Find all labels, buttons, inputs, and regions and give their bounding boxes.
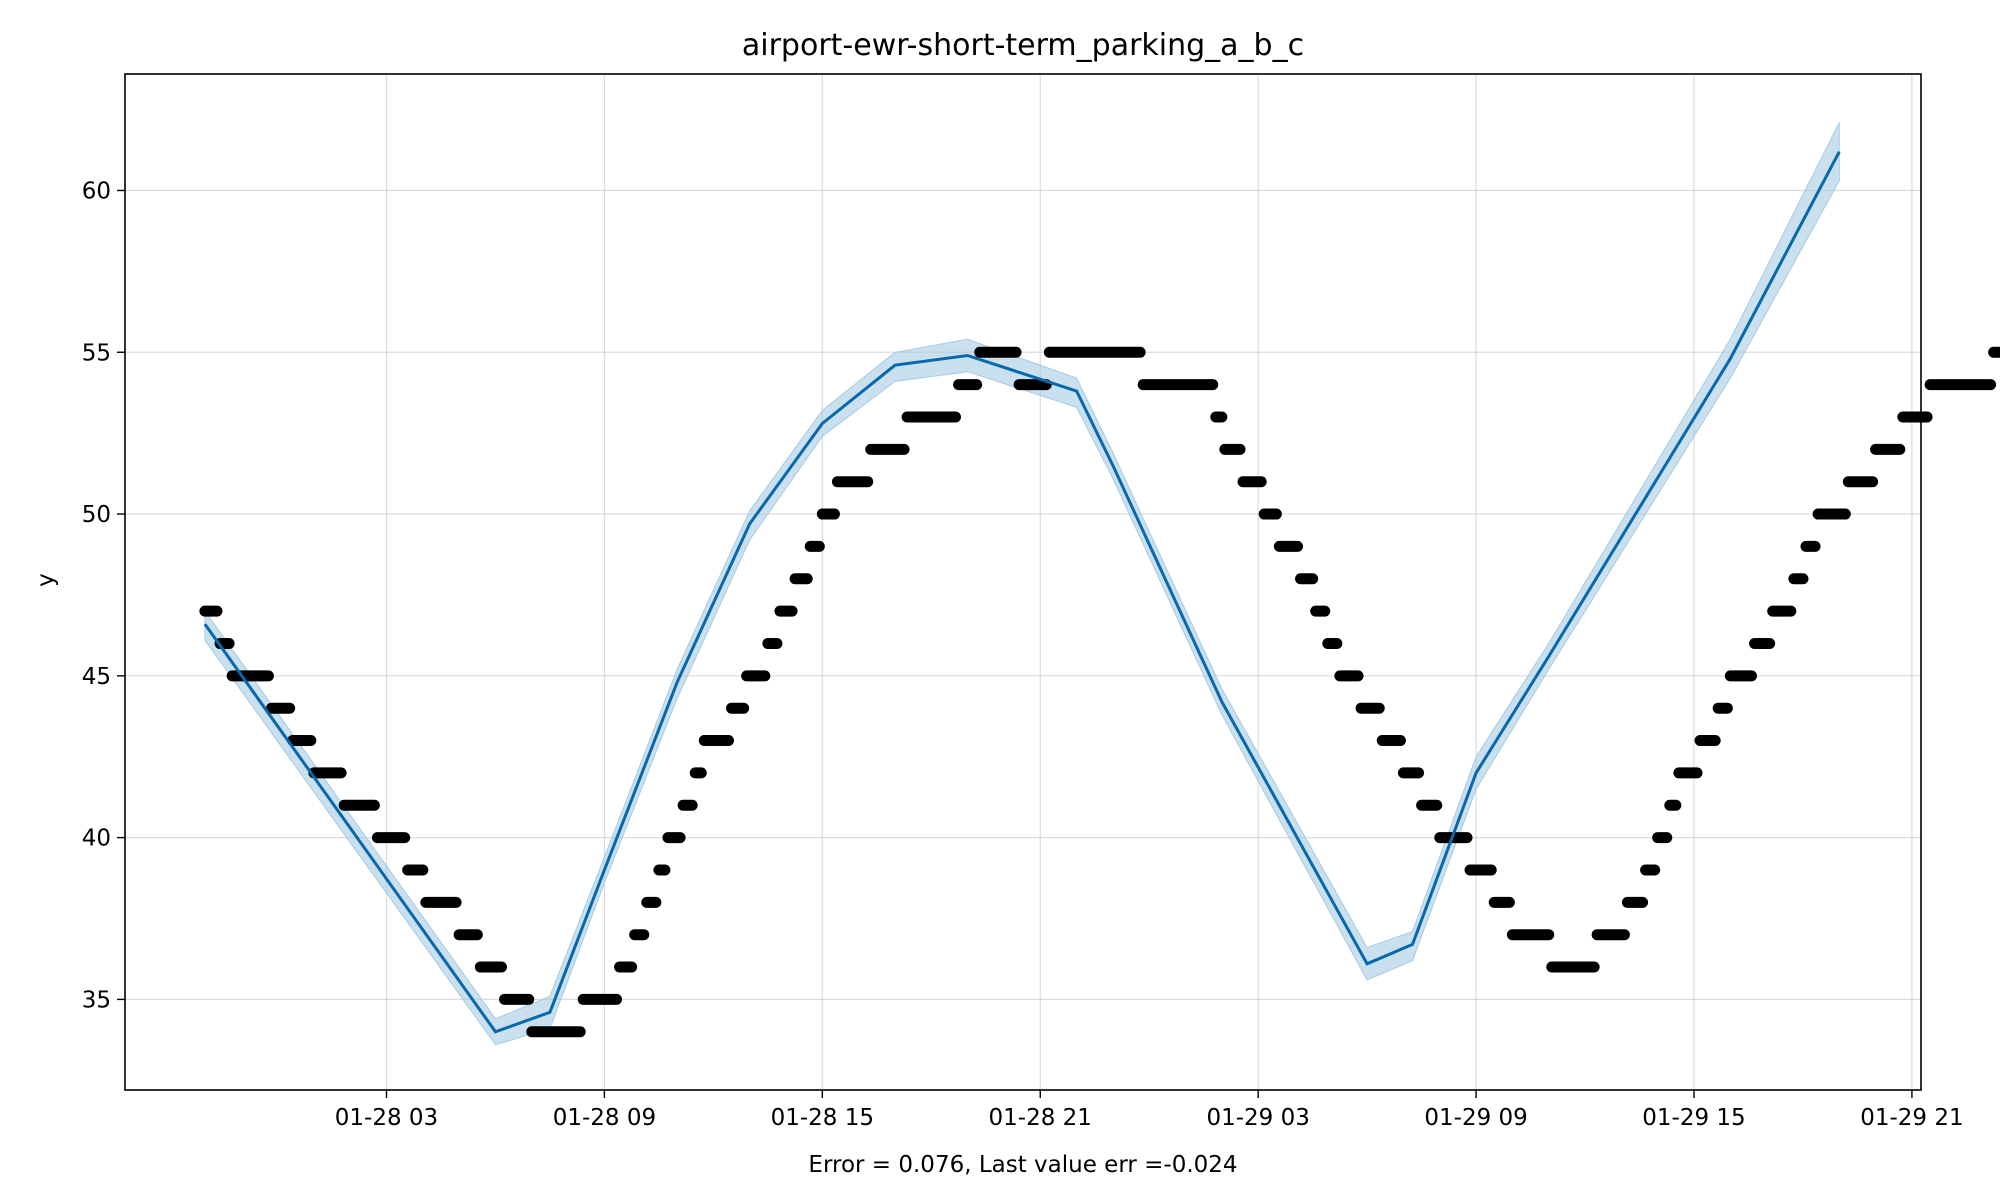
y-axis-label: y bbox=[33, 573, 59, 587]
x-tick-label: 01-28 21 bbox=[989, 1105, 1092, 1131]
x-tick-label: 01-29 15 bbox=[1642, 1105, 1745, 1131]
x-axis-label: Error = 0.076, Last value err =-0.024 bbox=[808, 1152, 1237, 1178]
y-tick-label: 50 bbox=[82, 502, 111, 528]
x-tick-label: 01-28 09 bbox=[553, 1105, 656, 1131]
y-tick-label: 60 bbox=[82, 178, 111, 204]
x-tick-label: 01-29 03 bbox=[1206, 1105, 1309, 1131]
confidence-band bbox=[204, 122, 1840, 1046]
plot-frame bbox=[124, 73, 1922, 1091]
y-axis-ticks: 35 40 45 50 55 60 bbox=[82, 178, 125, 1013]
grid-lines bbox=[125, 74, 1921, 1090]
y-tick-label: 40 bbox=[82, 826, 111, 852]
forecast-line bbox=[203, 151, 1841, 1034]
x-tick-label: 01-29 09 bbox=[1424, 1105, 1527, 1131]
x-tick-label: 01-29 21 bbox=[1860, 1105, 1963, 1131]
x-axis-ticks: 01-28 03 01-28 09 01-28 15 01-28 21 01-29 03… bbox=[335, 1090, 1964, 1131]
y-tick-label: 35 bbox=[82, 987, 111, 1013]
y-tick-label: 45 bbox=[82, 664, 111, 690]
y-tick-label: 55 bbox=[82, 340, 111, 366]
x-tick-label: 01-28 15 bbox=[771, 1105, 874, 1131]
observed-points bbox=[199, 346, 2000, 1038]
chart-title: airport-ewr-short-term_parking_a_b_c bbox=[742, 28, 1304, 63]
x-tick-label: 01-28 03 bbox=[335, 1105, 438, 1131]
